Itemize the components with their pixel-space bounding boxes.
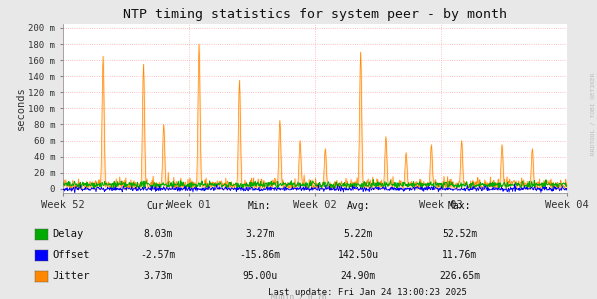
Title: NTP timing statistics for system peer - by month: NTP timing statistics for system peer - … — [123, 8, 507, 21]
Text: 3.27m: 3.27m — [245, 229, 275, 239]
Text: 226.65m: 226.65m — [439, 271, 480, 281]
Text: Munin 2.0.76: Munin 2.0.76 — [271, 293, 326, 299]
Text: Max:: Max: — [448, 201, 472, 211]
Text: 24.90m: 24.90m — [340, 271, 376, 281]
Text: 3.73m: 3.73m — [143, 271, 173, 281]
Text: Delay: Delay — [53, 229, 84, 239]
Text: 95.00u: 95.00u — [242, 271, 278, 281]
Text: 142.50u: 142.50u — [338, 250, 378, 260]
Text: Last update: Fri Jan 24 13:00:23 2025: Last update: Fri Jan 24 13:00:23 2025 — [267, 288, 467, 297]
Text: 5.22m: 5.22m — [343, 229, 373, 239]
Text: Min:: Min: — [248, 201, 272, 211]
Y-axis label: seconds: seconds — [16, 86, 26, 130]
Text: Jitter: Jitter — [53, 271, 90, 281]
Text: 8.03m: 8.03m — [143, 229, 173, 239]
Text: Offset: Offset — [53, 250, 90, 260]
Text: 11.76m: 11.76m — [442, 250, 478, 260]
Text: Cur:: Cur: — [146, 201, 170, 211]
Text: RRDTOOL / TOBI OETIKER: RRDTOOL / TOBI OETIKER — [590, 72, 595, 155]
Text: -2.57m: -2.57m — [140, 250, 176, 260]
Text: Avg:: Avg: — [346, 201, 370, 211]
Text: 52.52m: 52.52m — [442, 229, 478, 239]
Text: -15.86m: -15.86m — [239, 250, 280, 260]
